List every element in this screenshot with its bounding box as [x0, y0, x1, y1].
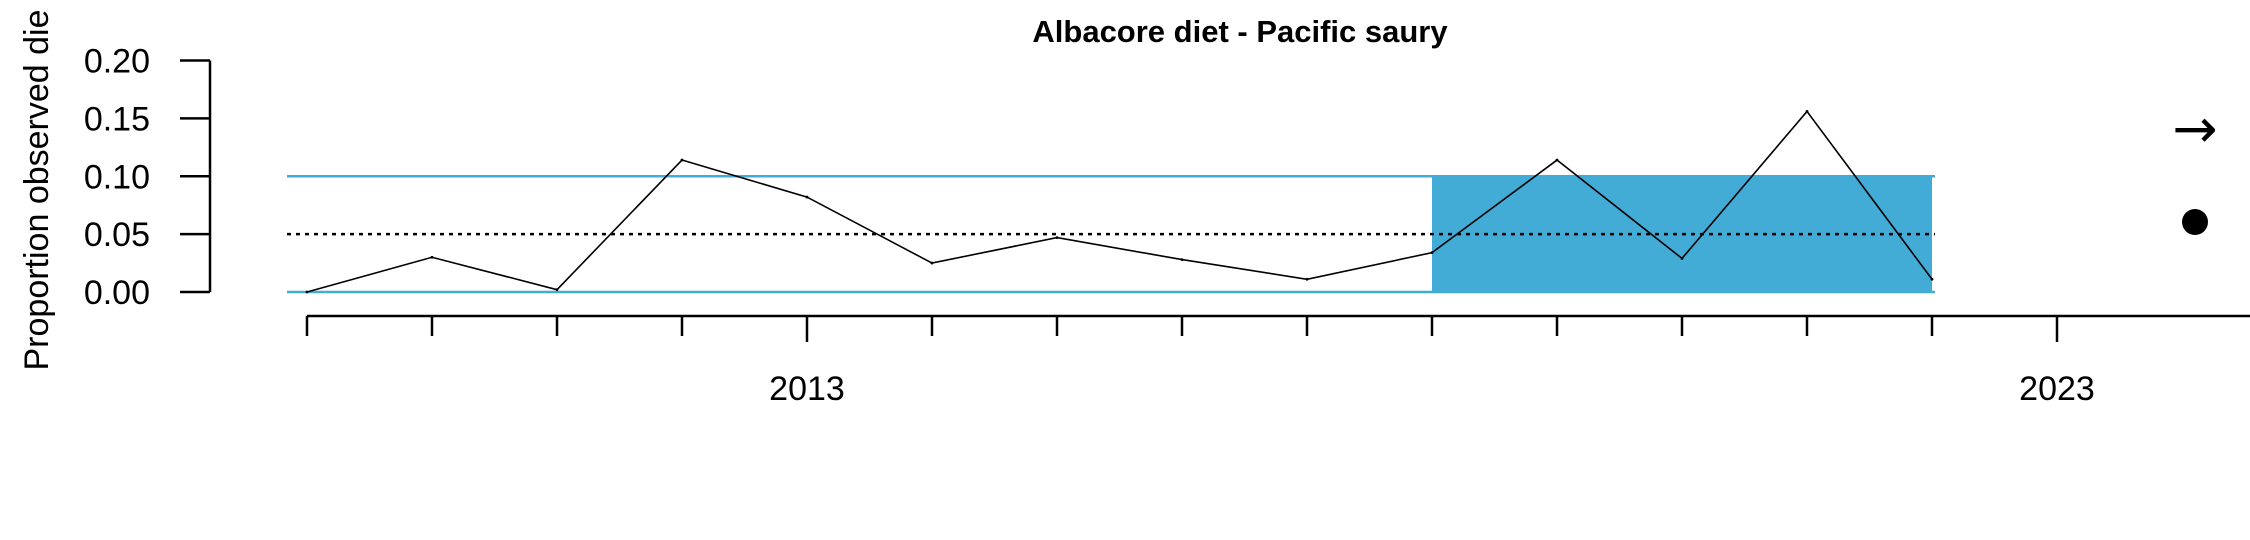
- right-arrow-icon: →: [2172, 97, 2217, 160]
- x-axis: 2013 2023: [305, 314, 2250, 408]
- series-line: [306, 110, 1933, 293]
- x-tick-label: 2023: [2019, 370, 2095, 408]
- y-tick-label: 0.00: [84, 274, 150, 312]
- y-tick-label: 0.05: [84, 216, 150, 254]
- data-point: [1680, 257, 1684, 260]
- data-point: [805, 195, 809, 199]
- data-point: [1930, 277, 1934, 281]
- y-tick-label: 0.10: [84, 158, 150, 196]
- data-point: [1805, 110, 1809, 113]
- data-point: [930, 261, 934, 265]
- filled-circle-icon: [2182, 209, 2208, 235]
- data-point: [430, 255, 434, 259]
- data-point: [1430, 251, 1434, 255]
- chart-title: Albacore diet - Pacific saury: [1032, 14, 1448, 49]
- y-axis: 0.00 0.05 0.10 0.15 0.20: [84, 43, 212, 312]
- data-point: [555, 288, 559, 292]
- x-tick-label: 2013: [769, 370, 845, 408]
- plot-area: [287, 110, 1935, 294]
- data-point: [680, 158, 684, 162]
- data-point: [1555, 158, 1559, 162]
- y-tick-label: 0.20: [84, 43, 150, 81]
- data-point: [305, 290, 309, 294]
- y-tick-label: 0.15: [84, 100, 150, 138]
- y-axis-label: Proportion observed die: [18, 9, 56, 370]
- data-point: [1055, 236, 1059, 239]
- data-point: [1305, 277, 1309, 281]
- data-point: [1180, 258, 1184, 261]
